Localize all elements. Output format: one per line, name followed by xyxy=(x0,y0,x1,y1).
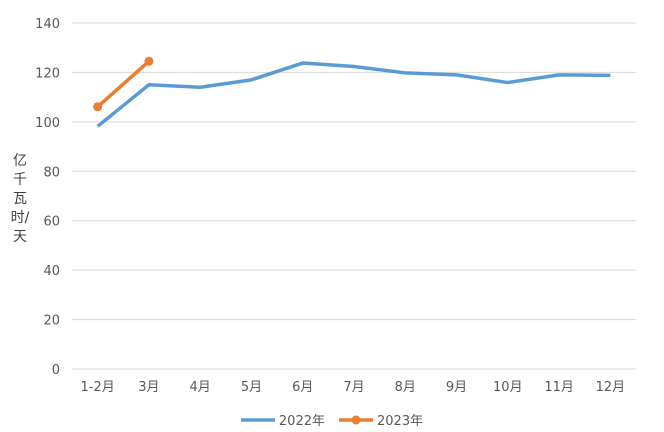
x-tick-label: 12月 xyxy=(596,380,626,395)
y-tick-label: 60 xyxy=(43,215,60,230)
legend-swatch xyxy=(240,417,275,422)
x-tick-label: 10月 xyxy=(493,380,523,395)
y-tick-label: 80 xyxy=(43,165,60,180)
x-tick-label: 9月 xyxy=(446,380,467,395)
x-tick-label: 1-2月 xyxy=(81,380,115,395)
y-axis-label: 亿千瓦时/天 xyxy=(10,153,30,245)
y-tick-label: 120 xyxy=(35,66,60,81)
legend-item: 2022年 xyxy=(240,410,325,429)
x-tick-label: 3月 xyxy=(138,380,159,395)
x-tick-label: 7月 xyxy=(343,380,364,395)
data-point xyxy=(144,56,154,66)
legend-label: 2023年 xyxy=(377,414,424,429)
legend-item: 2023年 xyxy=(339,410,423,429)
y-tick-label: 0 xyxy=(52,363,60,378)
x-tick-label: 6月 xyxy=(292,380,313,395)
y-tick-label: 40 xyxy=(43,264,60,279)
data-point xyxy=(93,102,103,112)
x-tick-label: 5月 xyxy=(241,380,262,395)
series-line-2022年 xyxy=(96,61,611,128)
x-tick-label: 8月 xyxy=(395,380,416,395)
y-tick-label: 100 xyxy=(35,116,60,131)
x-tick-label: 4月 xyxy=(190,380,211,395)
legend: 2022年 2023年 xyxy=(0,410,664,429)
y-tick-label: 140 xyxy=(35,17,60,32)
legend-label: 2022年 xyxy=(278,414,325,429)
y-tick-label: 20 xyxy=(43,314,60,329)
x-tick-label: 11月 xyxy=(544,380,574,395)
legend-swatch xyxy=(339,415,373,424)
series-line-2023年 xyxy=(96,59,151,109)
